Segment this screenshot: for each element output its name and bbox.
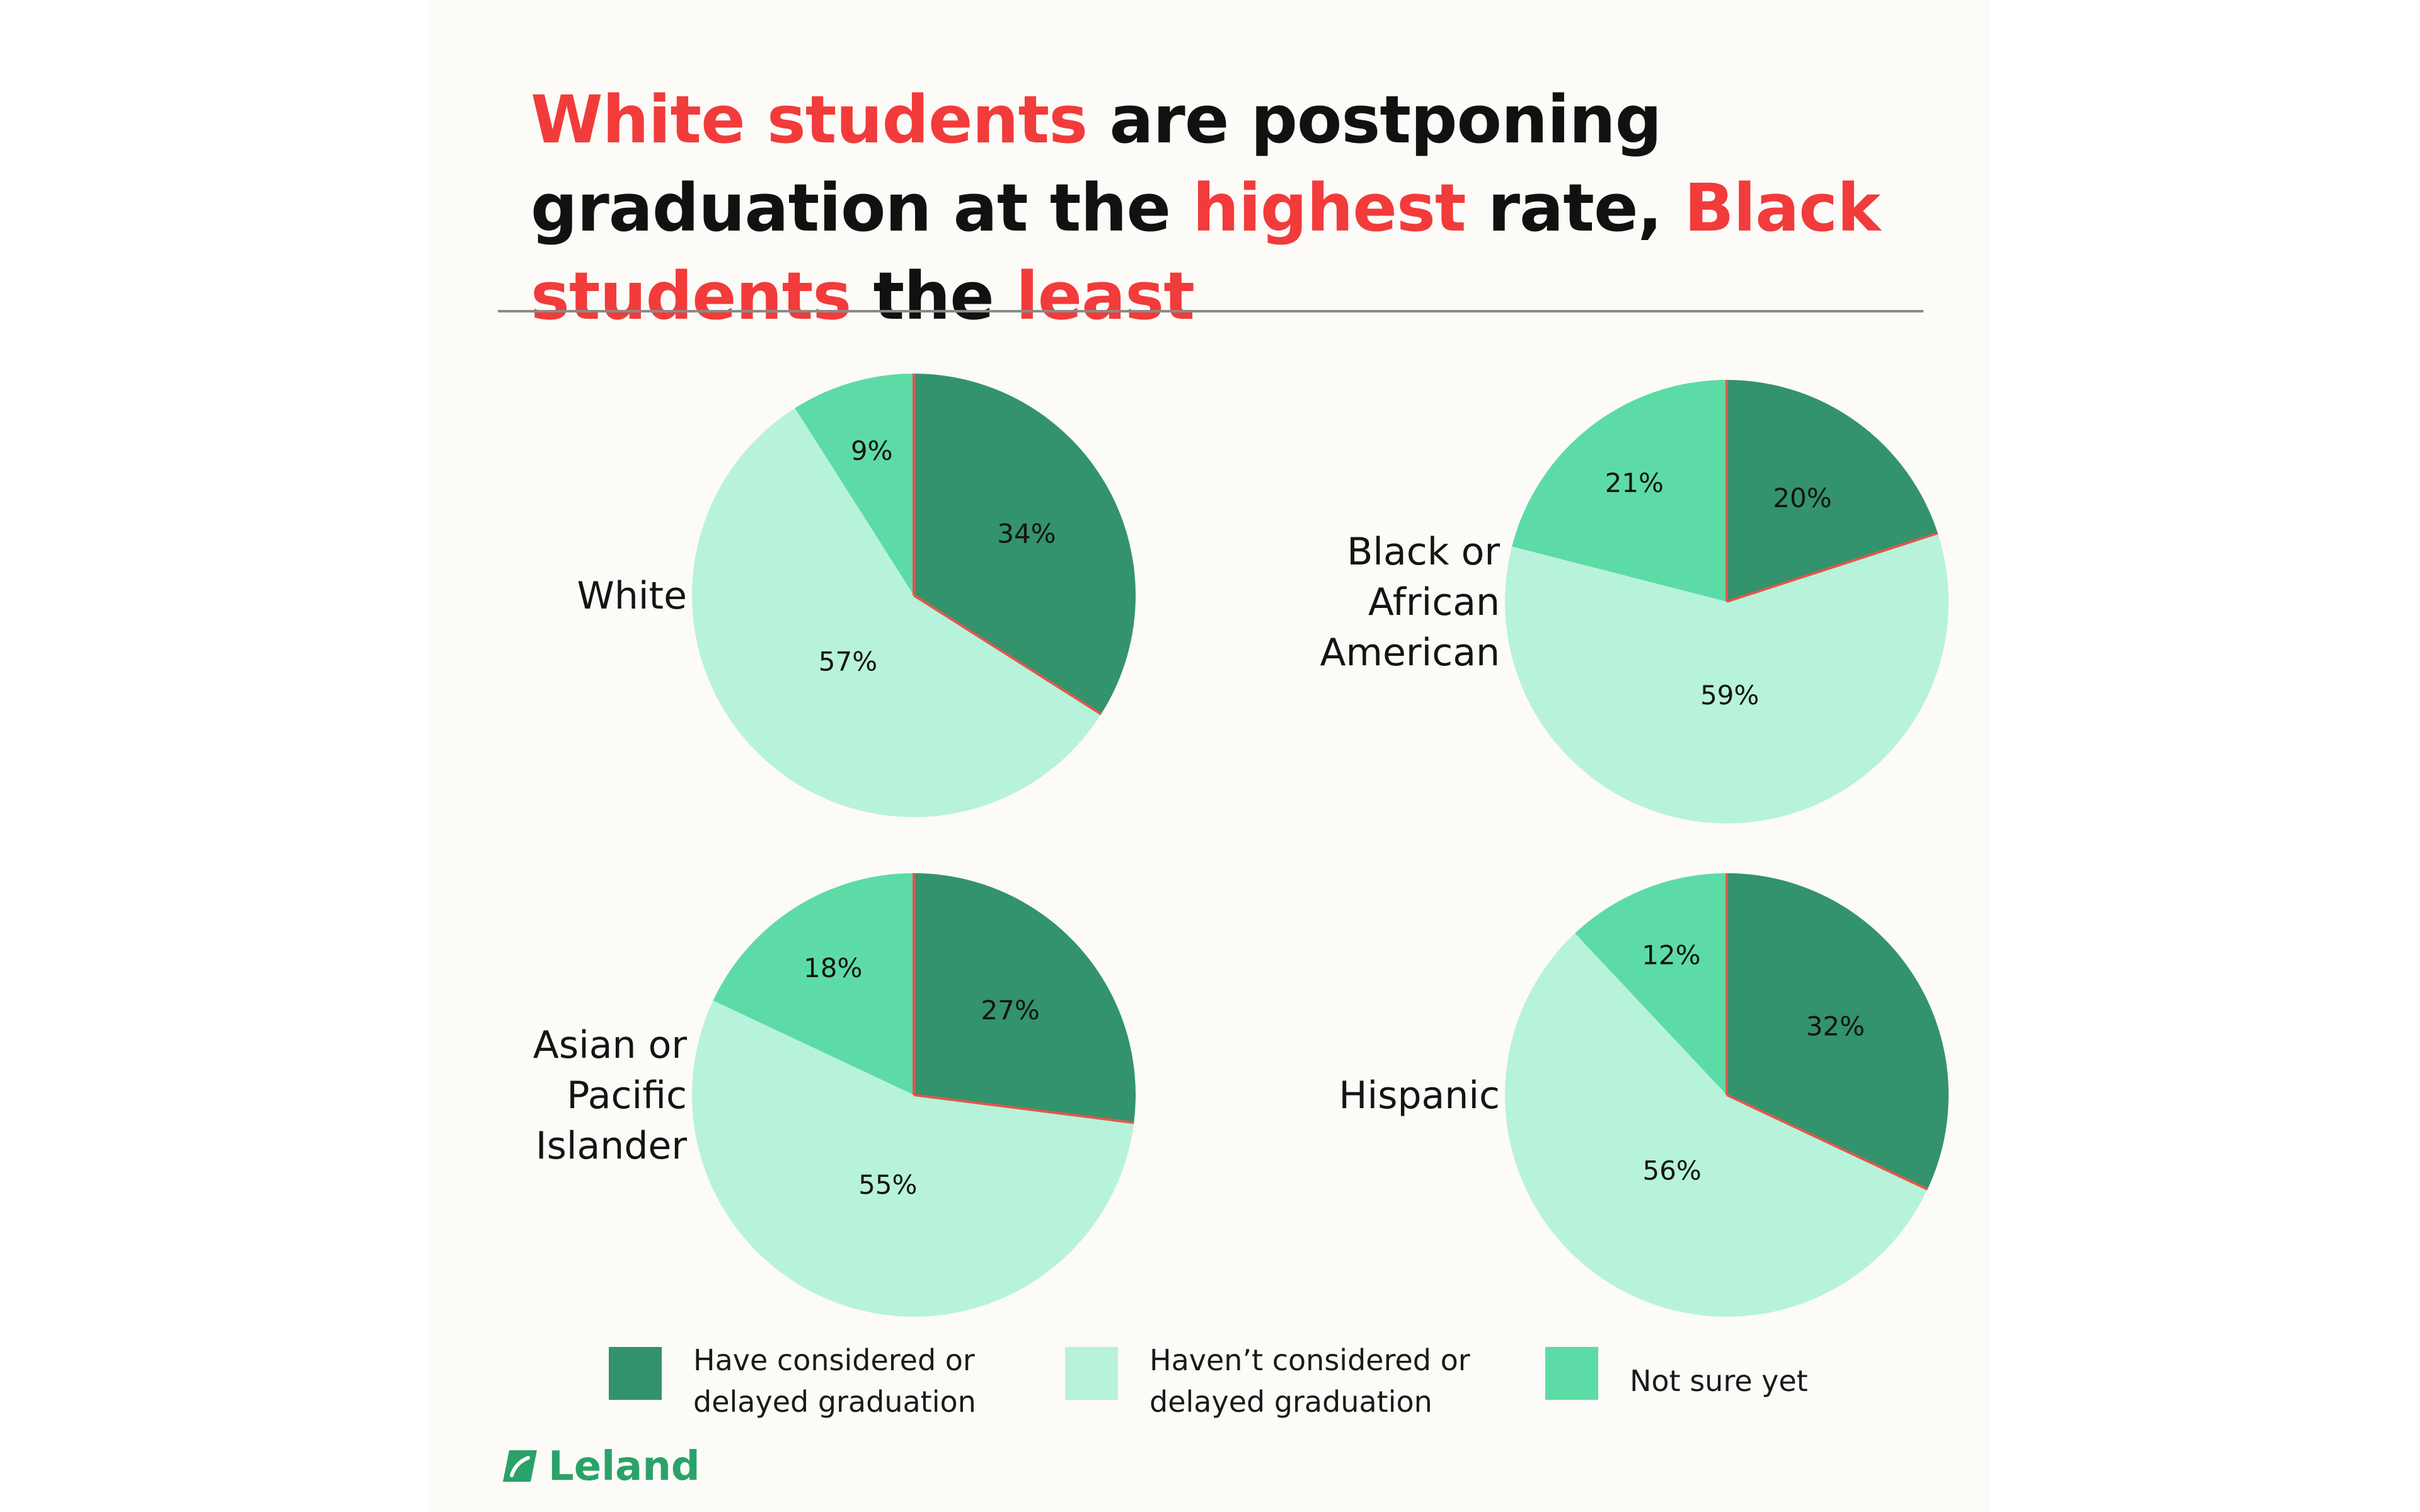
pie-slice bbox=[692, 1000, 1134, 1317]
title-divider bbox=[498, 310, 1923, 312]
group-label-line: White bbox=[577, 574, 687, 618]
slice-percent-label: 55% bbox=[858, 1169, 917, 1200]
pie-slice bbox=[914, 374, 1136, 714]
slice-percent-label: 56% bbox=[1642, 1155, 1701, 1186]
slice-percent-label: 9% bbox=[851, 435, 893, 466]
title-highlight: White students bbox=[531, 81, 1088, 158]
legend-swatch-have-considered bbox=[609, 1347, 662, 1400]
pie-chart-asian-or-pacific-islander: 27% 55% 18% Asian or Pacific Islander bbox=[533, 873, 1136, 1317]
group-label-line: American bbox=[1320, 631, 1500, 675]
group-label: Asian or Pacific Islander bbox=[533, 1023, 688, 1168]
slice-percent-label: 59% bbox=[1700, 680, 1759, 711]
page-title: White students are postponing graduation… bbox=[531, 76, 1980, 340]
slice-divider-line bbox=[1726, 1094, 1928, 1191]
title-highlight: least bbox=[1016, 258, 1195, 335]
slice-percent-label: 27% bbox=[981, 995, 1039, 1026]
title-text: are postponing graduation at the bbox=[531, 81, 1662, 246]
pie-slice bbox=[914, 873, 1136, 1123]
slice-percent-label: 34% bbox=[997, 518, 1056, 549]
pie-slice bbox=[1727, 380, 1938, 602]
group-label-line: Asian or bbox=[533, 1023, 688, 1067]
legend-swatch-not-sure bbox=[1545, 1347, 1598, 1400]
group-label-line: Islander bbox=[536, 1124, 687, 1168]
slice-percent-label: 32% bbox=[1806, 1011, 1865, 1042]
pie-chart-black-or-african-american: 20% 59% 21% Black or African American bbox=[1320, 380, 1949, 824]
legend-label-have-considered: Have considered or delayed graduation bbox=[693, 1343, 976, 1419]
pie-slice bbox=[1505, 933, 1928, 1317]
legend-label-havent-considered: Haven’t considered or delayed graduation bbox=[1150, 1343, 1470, 1419]
legend-label-not-sure: Not sure yet bbox=[1630, 1364, 1808, 1398]
legend-swatch-havent-considered bbox=[1065, 1347, 1118, 1400]
group-label-line: Hispanic bbox=[1339, 1074, 1500, 1118]
title-highlight: Black students bbox=[531, 169, 1881, 335]
slice-percent-label: 12% bbox=[1642, 939, 1700, 970]
group-label-line: African bbox=[1368, 580, 1500, 624]
pie-slice bbox=[795, 374, 914, 595]
pie-slice bbox=[1727, 873, 1949, 1189]
pie-chart-white: 34% 57% 9% White bbox=[577, 374, 1136, 817]
group-label: Black or African American bbox=[1320, 530, 1500, 675]
slice-percent-label: 20% bbox=[1773, 483, 1831, 513]
pie-slice bbox=[713, 873, 914, 1095]
slice-percent-label: 21% bbox=[1605, 467, 1664, 498]
slice-divider-line bbox=[1726, 532, 1939, 603]
pie-slice bbox=[1505, 533, 1949, 824]
title-highlight: highest bbox=[1192, 169, 1466, 246]
pie-chart-hispanic: 32% 56% 12% Hispanic bbox=[1339, 873, 1949, 1317]
title-text: the bbox=[851, 258, 1016, 335]
slice-divider-line bbox=[913, 1094, 1134, 1125]
group-label: Hispanic bbox=[1339, 1074, 1500, 1118]
pie-slice bbox=[691, 408, 1102, 817]
group-label-line: Black or bbox=[1347, 530, 1500, 574]
slice-divider-line bbox=[913, 594, 1102, 716]
pie-slice bbox=[1575, 873, 1727, 1095]
slice-percent-label: 57% bbox=[819, 646, 877, 677]
slice-percent-label: 18% bbox=[804, 953, 862, 983]
brand-name: Leland bbox=[548, 1443, 700, 1490]
group-label: White bbox=[577, 574, 687, 618]
leland-logo-icon bbox=[503, 1450, 537, 1482]
group-label-line: Pacific bbox=[567, 1074, 687, 1118]
title-text: rate, bbox=[1465, 169, 1685, 246]
pie-slice bbox=[1512, 380, 1727, 602]
